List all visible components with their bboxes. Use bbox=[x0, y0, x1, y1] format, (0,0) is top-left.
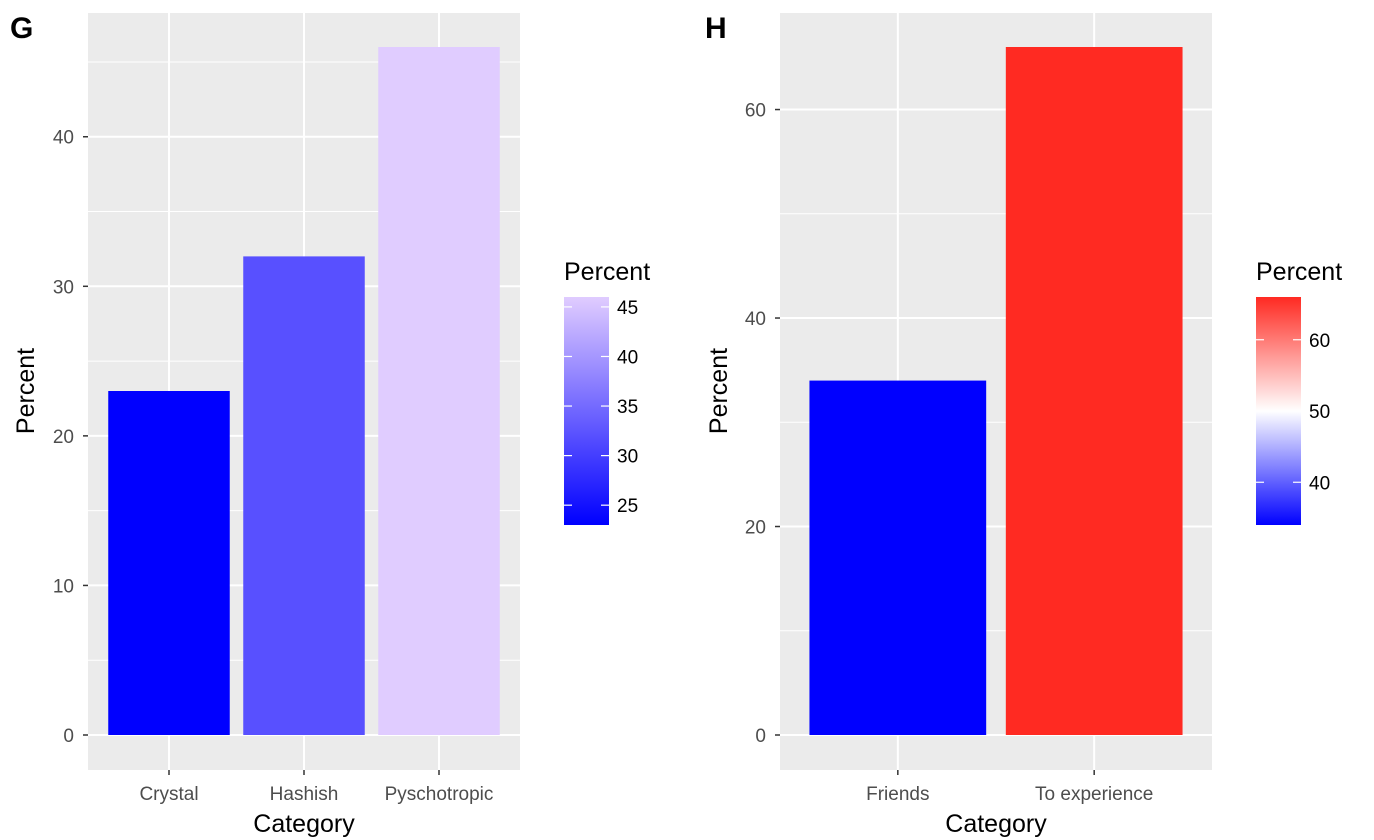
bar-to-experience bbox=[1005, 47, 1183, 735]
y-tick-label: 0 bbox=[755, 726, 766, 747]
y-tick-label: 40 bbox=[745, 309, 766, 330]
x-tick-label: Friends bbox=[866, 784, 929, 805]
panel-tag: H bbox=[705, 12, 727, 45]
panel-g: 0 10 20 30 40 Crystal Hashish Pyschotropic Categ… bbox=[10, 12, 650, 838]
y-axis-title: Percent bbox=[12, 348, 40, 434]
x-axis-title: Category bbox=[945, 810, 1047, 838]
legend-tick-label: 50 bbox=[1309, 402, 1330, 423]
panel-h: 0 20 40 60 Friends To experience Category Perce… bbox=[705, 12, 1342, 838]
x-tick-label: To experience bbox=[1035, 784, 1153, 805]
legend-tick-label: 35 bbox=[617, 397, 638, 418]
y-tick-label: 40 bbox=[53, 128, 74, 149]
bar-hashish bbox=[243, 256, 365, 735]
x-tick-label: Crystal bbox=[139, 784, 198, 805]
y-tick-label: 60 bbox=[745, 101, 766, 122]
bar-friends bbox=[809, 380, 987, 735]
y-tick-label: 20 bbox=[53, 427, 74, 448]
x-tick-label: Pyschotropic bbox=[385, 784, 494, 805]
y-tick-label: 30 bbox=[53, 277, 74, 298]
legend-tick-label: 45 bbox=[617, 298, 638, 319]
legend-tick-label: 40 bbox=[1309, 473, 1330, 494]
x-tick-label: Hashish bbox=[270, 784, 339, 805]
legend-title: Percent bbox=[564, 258, 650, 286]
legend-tick-label: 40 bbox=[617, 347, 638, 368]
panel-tag: G bbox=[10, 12, 33, 45]
bar-pyschotropic bbox=[378, 47, 500, 735]
y-tick-label: 20 bbox=[745, 518, 766, 539]
x-axis-title: Category bbox=[253, 810, 355, 838]
y-tick-label: 0 bbox=[63, 726, 74, 747]
legend-colorbar bbox=[564, 297, 609, 525]
legend-title: Percent bbox=[1256, 258, 1342, 286]
bar-crystal bbox=[108, 391, 230, 735]
y-tick-label: 10 bbox=[53, 576, 74, 597]
legend-tick-label: 25 bbox=[617, 496, 638, 517]
y-axis-title: Percent bbox=[705, 348, 733, 434]
legend-tick-label: 60 bbox=[1309, 331, 1330, 352]
legend-tick-label: 30 bbox=[617, 447, 638, 468]
